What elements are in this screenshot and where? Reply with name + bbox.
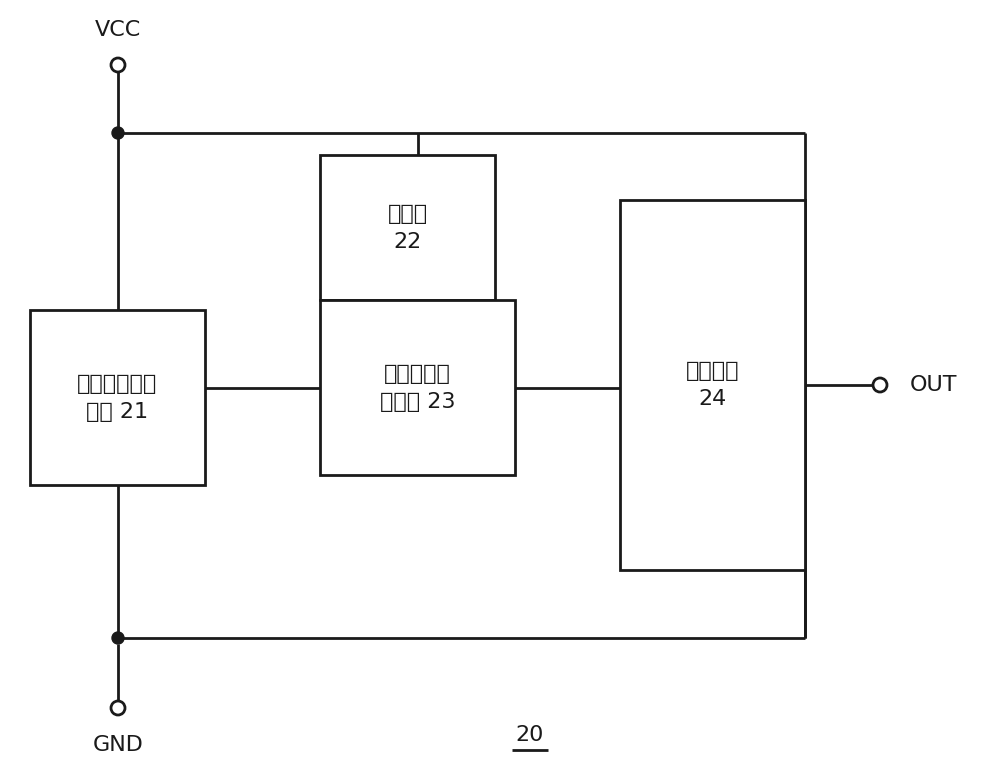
Text: 逻辑电平转: 逻辑电平转 — [384, 363, 451, 383]
Circle shape — [111, 58, 125, 72]
Circle shape — [112, 632, 124, 644]
Bar — [320, 155, 495, 300]
Circle shape — [112, 127, 124, 139]
Text: 24: 24 — [698, 389, 727, 409]
Text: 22: 22 — [393, 231, 422, 251]
Text: 电荷泵: 电荷泵 — [387, 204, 428, 223]
Text: 输出模块: 输出模块 — [686, 361, 739, 381]
Text: 模块 21: 模块 21 — [86, 401, 149, 422]
Text: OUT: OUT — [910, 375, 958, 395]
Text: 核心采样控制: 核心采样控制 — [77, 373, 158, 394]
Text: VCC: VCC — [95, 20, 141, 40]
Bar — [320, 300, 515, 475]
Circle shape — [111, 701, 125, 715]
Text: GND: GND — [93, 735, 143, 755]
Text: 20: 20 — [516, 725, 544, 745]
Bar — [620, 200, 805, 570]
Bar — [30, 310, 205, 485]
Text: 换模块 23: 换模块 23 — [380, 391, 455, 412]
Circle shape — [873, 378, 887, 392]
